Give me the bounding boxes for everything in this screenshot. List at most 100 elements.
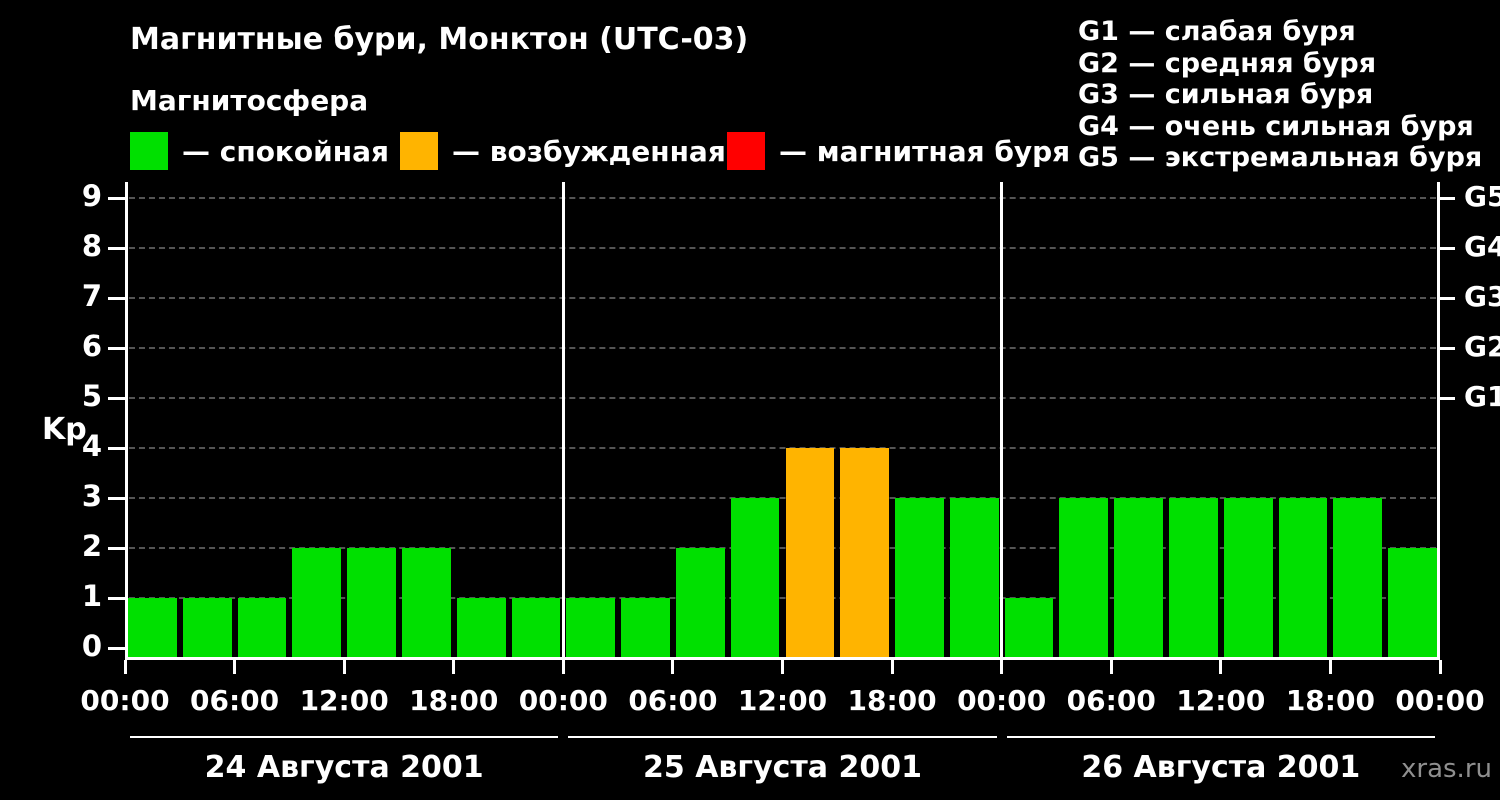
left-axis-line [125,182,128,660]
g-tick-mark [1440,297,1455,300]
g-scale-line: G2 — средняя буря [1078,47,1377,79]
time-tick-mark [1438,660,1442,674]
kp-bar [730,498,780,657]
time-tick-mark [1328,660,1332,674]
kp-bar [128,598,177,657]
legend-label: — возбужденная [452,134,726,168]
kp-bar [456,598,506,657]
y-tick-mark [108,547,125,550]
y-tick-label: 7 [81,279,102,313]
kp-gridline [129,197,1436,199]
bottom-axis-line [125,657,1440,660]
y-tick-label: 4 [81,429,102,463]
g-tick-label: G5 [1464,180,1500,213]
y-tick-label: 5 [81,379,102,413]
legend-label: — спокойная [182,134,390,168]
g-tick-label: G4 [1464,230,1500,263]
chart-subtitle: Магнитосфера [130,84,369,117]
g-scale-line: G3 — сильная буря [1078,79,1374,110]
time-tick-label: 12:00 [737,684,828,717]
time-tick-mark [561,660,565,674]
kp-gridline [129,597,1436,599]
kp-bar [292,548,342,657]
time-tick-mark [1000,660,1004,674]
kp-gridline [129,547,1436,549]
g-tick-label: G1 [1464,380,1500,413]
date-axis: 24 Августа 2001 25 Августа 2001 26 Августа… [0,736,1500,800]
y-tick-mark [108,447,125,450]
kp-bar [1169,498,1218,657]
time-tick-label: 06:00 [190,684,280,717]
kp-gridline [129,497,1436,499]
y-tick-mark [108,597,125,600]
kp-bar [895,498,944,657]
y-tick-label: 6 [81,329,102,363]
time-tick-label: 06:00 [628,684,718,717]
g-scale-line: G1 — слабая буря [1078,16,1356,47]
y-tick-label: 9 [81,179,102,213]
x-axis: 00:00 06:00 12:00 18:00 00:00 06:00 12:00 18:00… [0,660,1500,736]
plot-area [125,182,1440,660]
g-tick-mark [1440,347,1455,350]
y-axis: 0 1 2 3 4 5 6 7 8 9 [0,179,125,663]
time-tick-label: 06:00 [1066,684,1156,717]
kp-bar [1388,548,1437,657]
time-tick-label: 18:00 [1285,684,1375,717]
kp-bar [511,598,561,657]
date-line [130,736,559,738]
kp-bar [566,598,616,657]
y-tick-mark [108,247,125,250]
g-scale-line: G5 — экстремальная буря [1078,142,1483,173]
time-tick-mark [1109,660,1113,674]
kp-bar [401,548,451,657]
day-separator-line [1000,182,1004,660]
y-tick-mark [108,497,125,500]
y-tick-mark [108,347,125,350]
date-label: 26 Августа 2001 [1081,750,1361,785]
day-separator-line [561,182,565,660]
g-scale-line: G4 — очень сильная буря [1078,110,1474,142]
legend-item: — магнитная буря [727,131,1070,171]
kp-gridline [129,397,1436,399]
kp-bar [840,448,890,657]
legend-label: — магнитная буря [779,134,1071,168]
time-tick-label: 12:00 [299,684,389,717]
excited-swatch [400,132,438,170]
time-tick-mark [342,660,346,674]
date-line [1006,736,1435,738]
time-tick-label: 00:00 [518,684,608,717]
time-tick-mark [233,660,237,674]
kp-bar [675,548,725,657]
date-label: 24 Августа 2001 [204,750,484,785]
kp-bar [1223,498,1273,657]
time-tick-label: 12:00 [1176,684,1266,717]
time-tick-label: 00:00 [957,684,1047,717]
storm-swatch [727,132,765,170]
y-tick-label: 1 [81,579,102,613]
time-tick-mark [890,660,894,674]
y-tick-mark [108,197,125,200]
date-label: 25 Августа 2001 [643,750,922,785]
kp-bar [237,598,287,657]
kp-bar [1059,498,1109,657]
kp-gridline [129,447,1436,449]
time-tick-mark [671,660,675,674]
kp-gridline [129,247,1436,249]
time-tick-label: 00:00 [80,684,170,717]
date-line [568,736,997,738]
g-tick-label: G2 [1464,330,1500,363]
y-tick-label: 3 [81,479,102,513]
kp-bar [1004,598,1054,657]
kp-bar [1333,498,1383,657]
kp-bar [1114,498,1164,657]
kp-bar [785,448,835,657]
kp-gridline [129,347,1436,349]
y-tick-mark [108,647,125,650]
time-tick-label: 18:00 [847,684,937,717]
legend-item: — возбужденная [400,131,726,171]
kp-bar [182,598,232,657]
g-tick-mark [1440,197,1455,200]
chart-title: Магнитные бури, Монктон (UTC-03) [130,22,749,57]
g-tick-mark [1440,247,1455,250]
